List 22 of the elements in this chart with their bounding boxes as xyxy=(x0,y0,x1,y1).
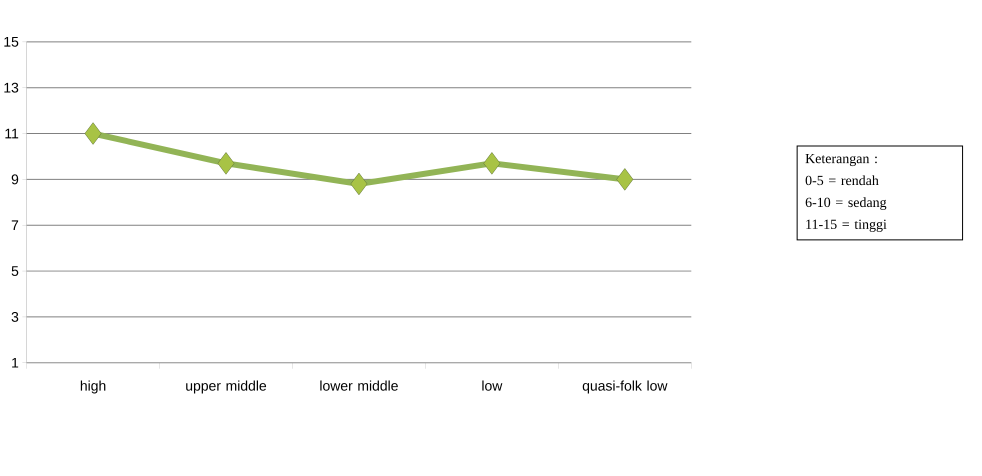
x-tick-label: upper middle xyxy=(186,380,266,394)
text: 6-10 = sedang xyxy=(806,197,886,210)
point xyxy=(84,122,102,145)
text: 0-5 = rendah xyxy=(806,175,879,185)
y-tick-label: 9 xyxy=(12,174,18,184)
y-tick-label: 7 xyxy=(12,220,18,230)
y-tick-label: 1 xyxy=(12,358,18,368)
y-tick-label: 15 xyxy=(4,36,18,47)
x-tick-label: lower middle xyxy=(320,380,398,391)
text: Keterangan : xyxy=(806,154,877,166)
y-tick-label: 11 xyxy=(5,128,18,138)
y-tick-label: 3 xyxy=(12,312,18,322)
point xyxy=(483,152,500,174)
text: 11-15 = tinggi xyxy=(806,219,887,232)
x-tick-label: quasi-folk low xyxy=(582,380,668,394)
point xyxy=(218,152,234,174)
point xyxy=(350,172,368,196)
y-tick-label: 5 xyxy=(12,266,18,276)
y-tick-label: 13 xyxy=(4,82,18,92)
x-tick-label: high xyxy=(80,380,106,394)
x-tick-label: low xyxy=(482,380,502,391)
point xyxy=(616,168,634,190)
